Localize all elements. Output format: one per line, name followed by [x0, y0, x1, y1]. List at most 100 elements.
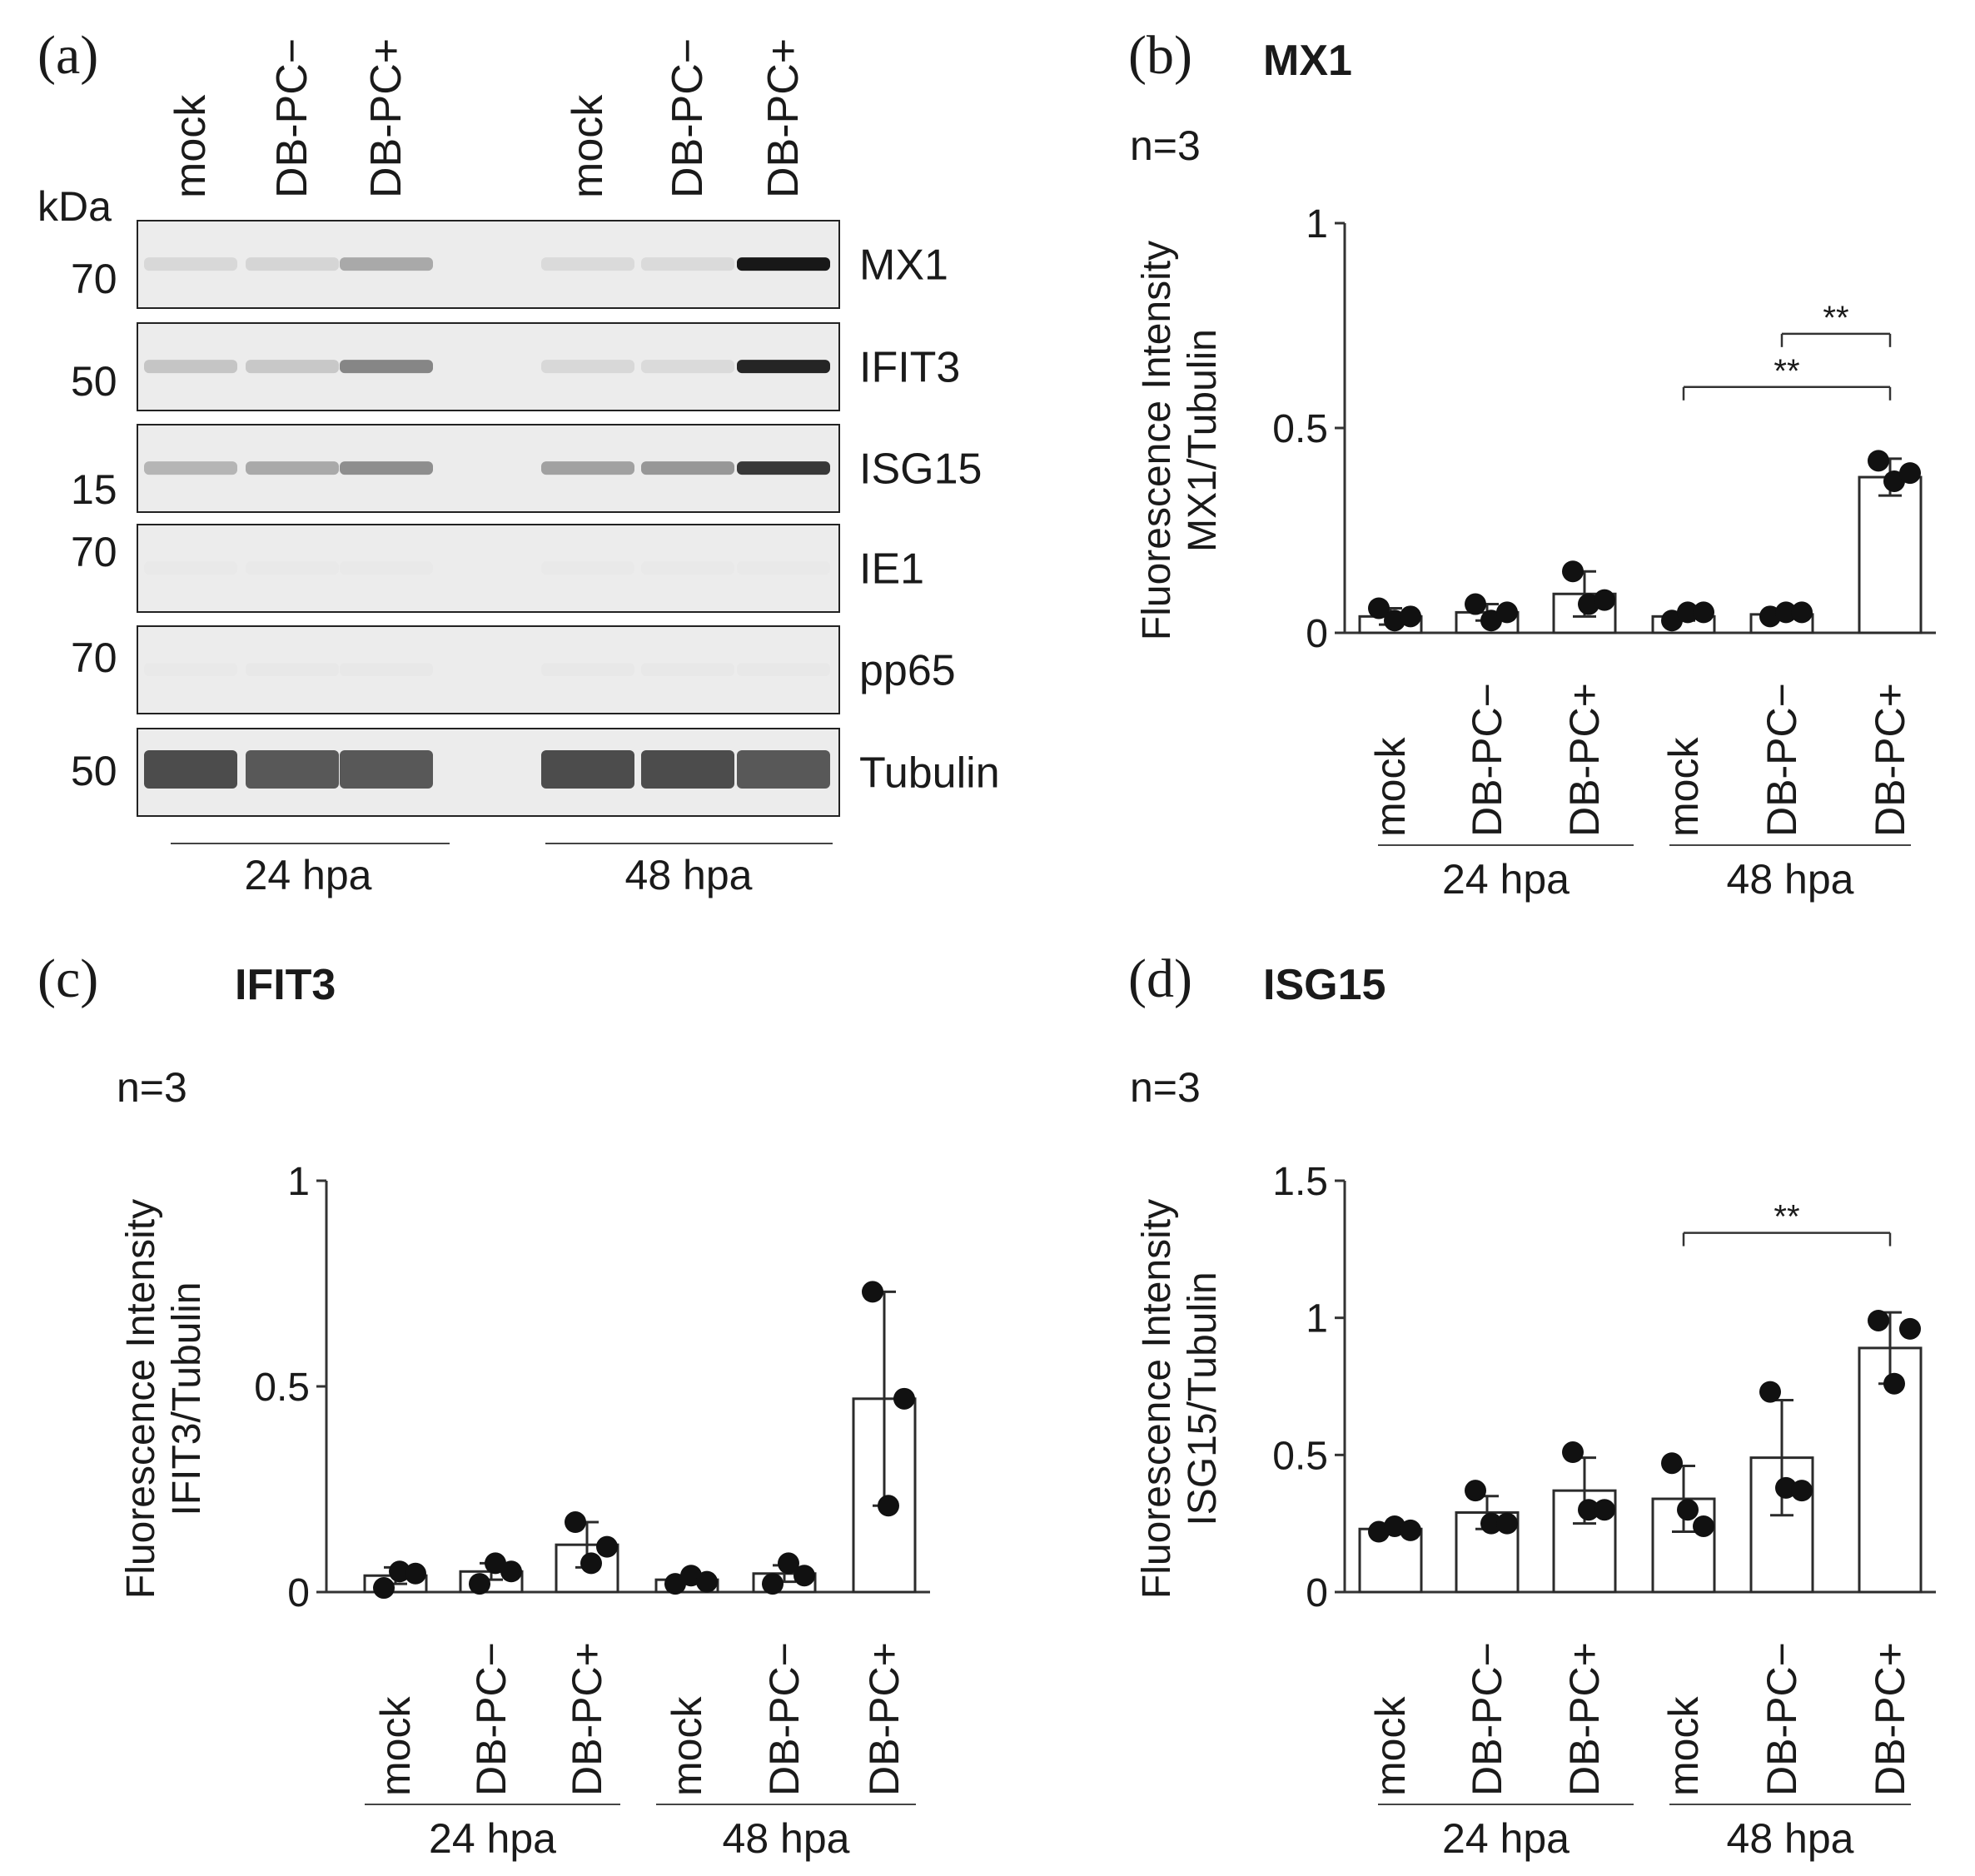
blot-protein-label: MX1 [859, 241, 948, 290]
blot-band [144, 257, 237, 271]
panel-d-letter: (d) [1128, 948, 1192, 1009]
panel-b-n-label: n=3 [1130, 122, 1201, 169]
data-point [469, 1573, 490, 1595]
blot-band [144, 360, 237, 374]
y-tick-label: 1 [287, 1160, 310, 1204]
group-label: 48 hpa [1727, 1815, 1854, 1862]
blot-band [641, 360, 734, 374]
group-label: 24 hpa [1442, 1815, 1570, 1862]
x-category-label: mock [1367, 737, 1414, 837]
panel-d-isg15-chart: (d) ISG15 n=3 0 0.5 1 1.5 Fluorescence Inten… [1128, 948, 1936, 1862]
bar [1651, 1497, 1716, 1594]
blot-band [340, 663, 433, 677]
blot-band [144, 461, 237, 475]
blot-band [541, 750, 634, 789]
panel-c-ifit3-chart: (c) IFIT3 n=3 0 0.5 1 Fluorescence Intensit… [37, 948, 930, 1862]
x-category-label: DB-PC− [1759, 683, 1805, 837]
data-point [793, 1565, 815, 1587]
panel-d-title: ISG15 [1263, 961, 1385, 1009]
data-point [1465, 593, 1486, 615]
blot-band [246, 750, 339, 789]
significance-label: ** [1774, 353, 1799, 390]
x-category-label: DB-PC+ [861, 1642, 908, 1796]
significance-label: ** [1823, 300, 1848, 336]
data-point [878, 1495, 899, 1517]
blot-band [340, 750, 433, 789]
blot-band [144, 561, 237, 575]
bar [1858, 475, 1923, 634]
blot-band [144, 663, 237, 677]
data-point [762, 1573, 784, 1595]
data-point [1578, 1499, 1599, 1521]
blot-protein-label: ISG15 [859, 445, 982, 494]
panel-a-letter: (a) [37, 25, 98, 86]
blot-band [737, 663, 830, 677]
blot-group-labels: 24 hpa 48 hpa [171, 843, 833, 898]
blot-band [246, 663, 339, 677]
blot-kda-marker: 50 [71, 358, 117, 405]
blot-band [541, 461, 634, 475]
data-point [1562, 560, 1584, 583]
x-category-label: DB-PC+ [1867, 1642, 1913, 1796]
blot-kda-marker: 70 [71, 634, 117, 681]
data-point [565, 1511, 586, 1534]
panel-d-n-label: n=3 [1130, 1064, 1201, 1111]
x-category-label: mock [1660, 1696, 1707, 1796]
data-point [1594, 1499, 1615, 1521]
blot-lane-labels: mock DB-PC− DB-PC+ mock DB-PC− DB-PC+ [167, 38, 808, 198]
blot-band [737, 461, 830, 475]
data-point [1465, 1480, 1486, 1502]
blot-band [641, 750, 734, 789]
y-axis-title: IFIT3/Tubulin [165, 1282, 209, 1516]
blot-protein-label: Tubulin [859, 749, 1000, 798]
blot-group-label: 24 hpa [245, 852, 372, 898]
blot-band [340, 561, 433, 575]
blot-kda-marker: 50 [71, 748, 117, 794]
data-point [1594, 589, 1615, 611]
data-point [500, 1560, 522, 1583]
blot-lane-label: mock [167, 94, 215, 198]
data-point [389, 1560, 410, 1583]
data-point [596, 1535, 618, 1558]
y-axis-title: MX1/Tubulin [1181, 329, 1225, 552]
data-point [1480, 1512, 1502, 1535]
data-point [1693, 601, 1714, 624]
blot-band [641, 257, 734, 271]
x-category-label: mock [1367, 1696, 1414, 1796]
blot-band [541, 360, 634, 374]
blot-lane-label: DB-PC− [664, 38, 712, 198]
blot-lane-label: DB-PC+ [362, 38, 410, 198]
blot-protein-label: IE1 [859, 545, 924, 594]
x-category-label: DB-PC+ [1561, 1642, 1608, 1796]
blot-lane-label: DB-PC+ [759, 38, 808, 198]
y-tick-label: 1.5 [1272, 1160, 1328, 1204]
blot-band [541, 561, 634, 575]
blot-band [737, 257, 830, 271]
panel-c-n-label: n=3 [117, 1064, 187, 1111]
data-point [1899, 462, 1921, 485]
blot-band [144, 750, 237, 789]
group-label: 24 hpa [429, 1815, 556, 1862]
kda-unit-label: kDa [37, 183, 112, 230]
blot-kda-marker: 15 [71, 466, 117, 513]
ifit3-bar-chart: 0 0.5 1 Fluorescence Intensity IFIT3/Tubulin… [119, 1160, 930, 1862]
data-point [1868, 450, 1889, 472]
panel-b-mx1-chart: (b) MX1 n=3 0 0.5 1 Fluorescence Intensity M… [1128, 25, 1936, 903]
panel-b-letter: (b) [1128, 25, 1192, 86]
data-point [1677, 1499, 1699, 1521]
blot-band [541, 663, 634, 677]
blot-band [340, 461, 433, 475]
x-category-label: DB-PC− [1759, 1642, 1805, 1796]
blot-lane-label: DB-PC− [268, 38, 316, 198]
data-point [862, 1281, 883, 1303]
x-category-label: DB-PC− [468, 1642, 515, 1796]
blot-membrane [137, 524, 840, 613]
data-point [1562, 1441, 1584, 1464]
group-label: 48 hpa [723, 1815, 850, 1862]
blot-kda-marker: 70 [71, 529, 117, 575]
x-category-label: mock [664, 1696, 710, 1796]
x-category-label: DB-PC− [1464, 1642, 1510, 1796]
blot-protein-label: pp65 [859, 647, 956, 695]
data-point [893, 1387, 915, 1410]
data-point [1400, 1519, 1421, 1541]
